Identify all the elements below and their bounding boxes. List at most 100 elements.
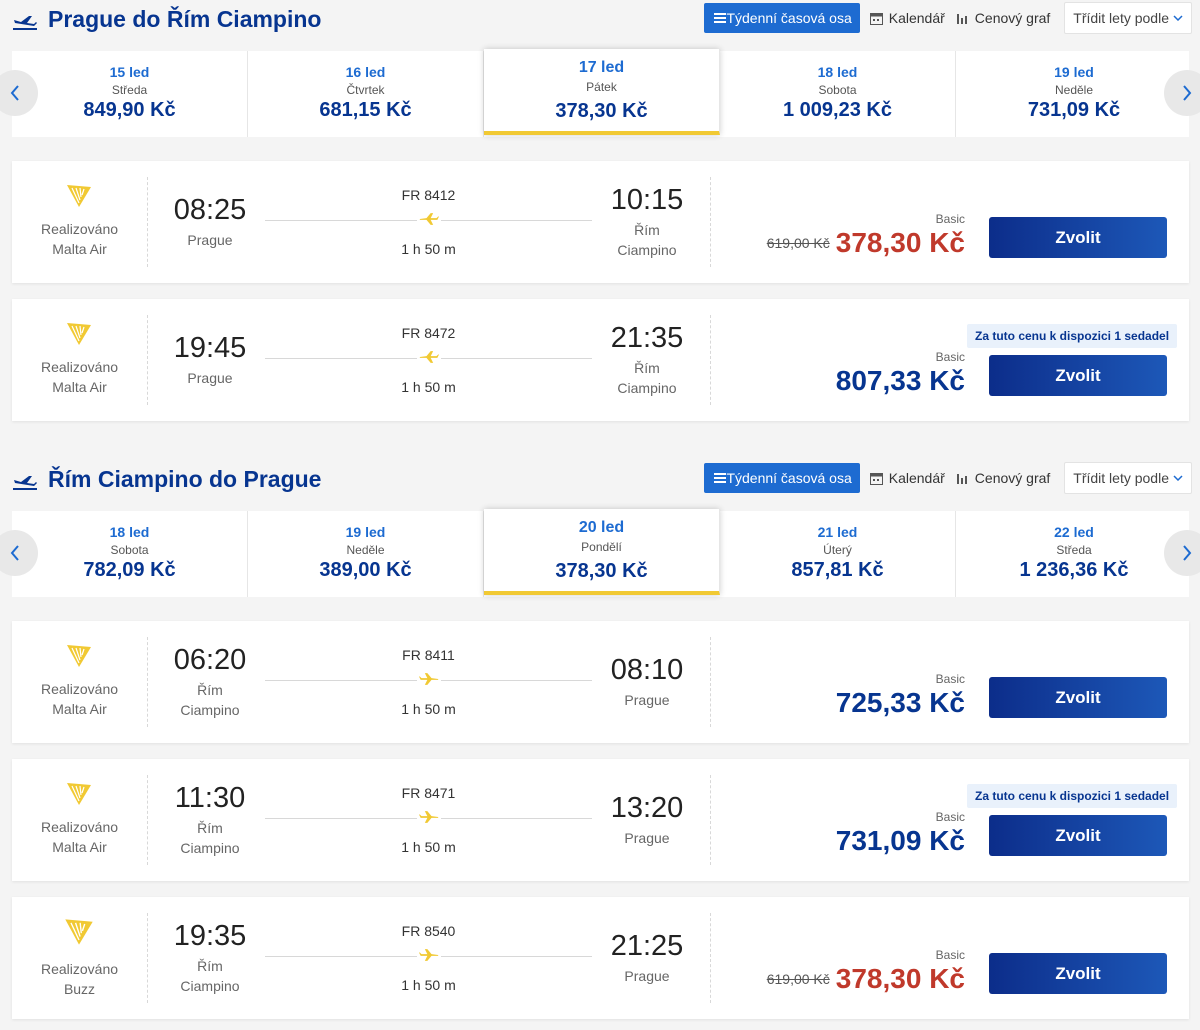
arrival-time: 21:25 [610,930,684,962]
departure-time: 19:45 [173,332,247,364]
operated-label: Realizováno [40,819,119,835]
airline-harp-icon [67,783,91,805]
arrival-city-line2: Ciampino [617,242,677,258]
outbound-title-row: Prague do Řím Ciampino [12,6,321,33]
sort-dropdown[interactable]: Třídit lety podle [1064,2,1192,34]
outbound-date-strip: 15 led Středa 849,90 Kč 16 led Čtvrtek 681,1… [12,49,1192,137]
inbound-section: Řím Ciampino do Prague Týdenní časová os… [0,460,1200,1030]
airline-harp-icon [65,919,93,945]
select-flight-button[interactable]: Zvolit [989,677,1167,718]
divider [147,637,148,727]
date-price: 1 009,23 Kč [783,99,892,121]
seats-left-badge: Za tuto cenu k dispozici 1 sedadel [967,324,1178,348]
next-week-button[interactable] [1164,530,1200,576]
flight-number: FR 8540 [401,923,456,939]
date-label: 20 led [578,519,625,536]
plane-icon [417,670,441,688]
date-cell[interactable]: 21 led Úterý 857,81 Kč [720,511,956,597]
next-week-button[interactable] [1164,70,1200,116]
weekday-label: Středa [1056,543,1092,557]
date-cell[interactable]: 19 led Neděle 731,09 Kč [956,51,1192,137]
date-cell[interactable]: 18 led Sobota 782,09 Kč [12,511,248,597]
date-price: 849,90 Kč [83,99,176,121]
weekly-view-tab[interactable]: Týdenní časová osa [704,3,860,33]
departure-city-line1: Prague [187,232,233,248]
airline-harp-icon [67,645,91,667]
outbound-title: Prague do Řím Ciampino [48,6,322,32]
divider [147,775,148,865]
date-cell[interactable]: 19 led Neděle 389,00 Kč [248,511,484,597]
arrival-city-line2: Ciampino [617,380,677,396]
select-flight-button[interactable]: Zvolit [989,217,1167,258]
flight-card: Realizováno Malta Air 08:25 Prague FR 841… [12,161,1189,283]
sort-dropdown[interactable]: Třídit lety podle [1064,462,1192,494]
select-flight-button[interactable]: Zvolit [989,355,1167,396]
outbound-header: Prague do Řím Ciampino Týdenní časová os… [0,0,1200,44]
price-row: 807,33 Kč [652,365,965,397]
departure-city-line2: Ciampino [180,702,240,718]
date-cell-selected[interactable]: 20 led Pondělí 378,30 Kč [484,509,720,595]
calendar-view-tab[interactable]: Kalendář [864,3,951,33]
arrival-time: 13:20 [610,792,684,824]
price-row: 619,00 Kč 378,30 Kč [652,227,965,259]
date-cell[interactable]: 16 led Čtvrtek 681,15 Kč [248,51,484,137]
departure-city-line1: Řím [197,682,223,698]
date-label: 19 led [1054,64,1094,80]
inbound-title: Řím Ciampino do Prague [48,466,322,492]
date-cell[interactable]: 15 led Středa 849,90 Kč [12,51,248,137]
inbound-date-strip: 18 led Sobota 782,09 Kč 19 led Neděle 389,00… [12,509,1192,597]
calendar-view-tab[interactable]: Kalendář [864,463,951,493]
chevron-left-icon [10,545,19,561]
departure-time: 08:25 [173,194,247,226]
prev-week-button[interactable] [0,70,38,116]
airline-harp-icon [67,185,91,207]
plane-icon [417,210,441,228]
weekly-view-tab[interactable]: Týdenní časová osa [704,463,860,493]
divider [710,177,711,267]
flight-number: FR 8412 [401,187,456,203]
fare-type: Basic [935,672,965,686]
weekly-view-label: Týdenní časová osa [726,10,852,26]
flight-price: 378,30 Kč [835,963,965,994]
operator-name: Buzz [63,981,96,997]
date-label: 17 led [578,59,625,76]
route-info: FR 8471 1 h 50 m [265,759,592,881]
date-price: 1 236,36 Kč [1019,559,1129,581]
calendar-view-label: Kalendář [888,470,945,486]
date-price: 681,15 Kč [319,99,412,121]
price-chart-tab[interactable]: Cenový graf [951,463,1056,493]
prev-week-button[interactable] [0,530,38,576]
original-price: 619,00 Kč [766,971,830,987]
departure-city-line2: Ciampino [180,840,240,856]
operator-name: Malta Air [52,839,107,855]
flight-price: 725,33 Kč [835,687,965,718]
departure-city-line1: Řím [197,958,223,974]
select-flight-button[interactable]: Zvolit [989,815,1167,856]
departure-time: 19:35 [173,920,247,952]
airline-info: Realizováno Malta Air [12,621,147,743]
arrival-city: Řím Ciampino [587,220,707,260]
divider [710,913,711,1003]
date-price: 857,81 Kč [791,559,884,581]
departure-city-line1: Řím [197,820,223,836]
plane-icon [417,348,441,366]
departure-time: 11:30 [174,782,246,814]
chevron-left-icon [10,85,19,101]
flight-duration: 1 h 50 m [401,839,456,855]
operated-by: Realizováno Malta Air [12,219,147,259]
airline-info: Realizováno Malta Air [12,299,147,421]
select-flight-button[interactable]: Zvolit [989,953,1167,994]
departure-plane-icon [13,15,37,30]
date-cell-selected[interactable]: 17 led Pátek 378,30 Kč [484,49,720,135]
operated-by: Realizováno Malta Air [12,817,147,857]
seats-left-badge: Za tuto cenu k dispozici 1 sedadel [967,784,1178,808]
weekday-label: Čtvrtek [346,83,385,97]
date-cell[interactable]: 22 led Středa 1 236,36 Kč [956,511,1192,597]
price-chart-tab[interactable]: Cenový graf [951,3,1056,33]
weekly-view-label: Týdenní časová osa [726,470,852,486]
route-info: FR 8412 1 h 50 m [265,161,592,283]
weekday-label: Neděle [1054,83,1094,97]
operator-name: Malta Air [52,241,107,257]
date-cell[interactable]: 18 led Sobota 1 009,23 Kč [720,51,956,137]
departure-city: Řím Ciampino [150,680,270,720]
